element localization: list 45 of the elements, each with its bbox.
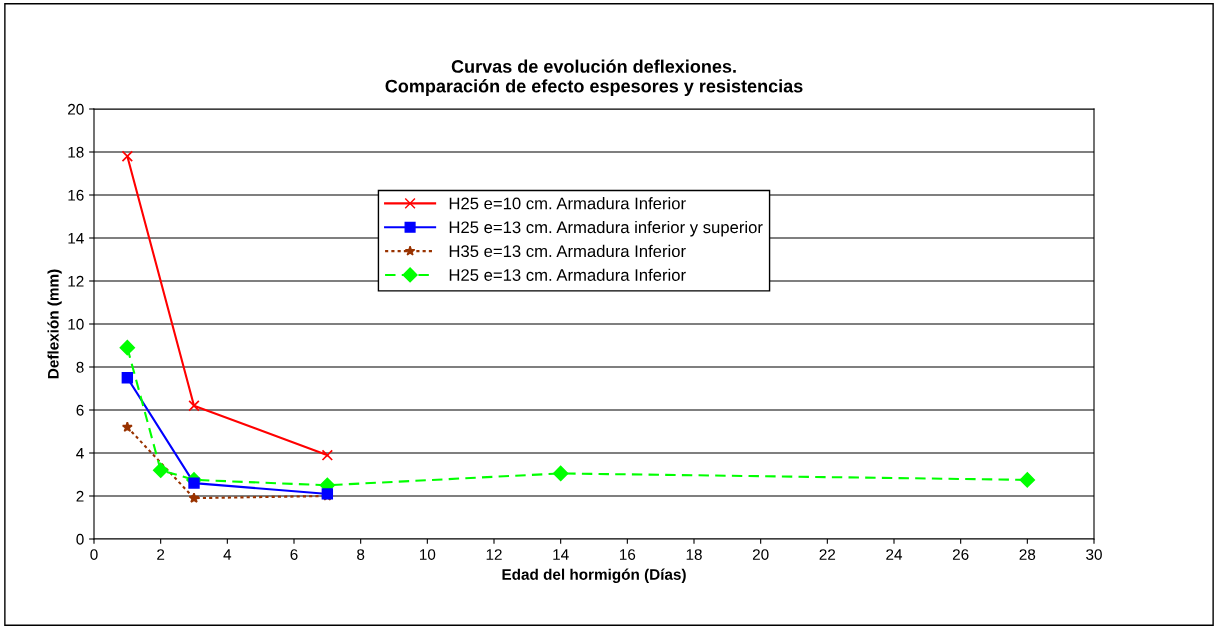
point (188, 400, 200, 412)
y-tick-label: 14 (68, 233, 84, 244)
point (121, 150, 134, 162)
x-tick-label: 12 (486, 549, 502, 560)
y-tick-label: 0 (76, 533, 84, 545)
legend-label: H25 e=10 cm. Armadura Inferior (449, 197, 686, 210)
x-tick-label: 28 (1019, 549, 1036, 560)
legend-label: H35 e=13 cm. Armadura Inferior (449, 244, 686, 258)
point (121, 421, 133, 432)
point (552, 465, 569, 482)
point (152, 462, 169, 478)
legend-label: H25 e=13 cm. Armadura inferior y superior (449, 220, 763, 237)
x-tick-label: 8 (357, 549, 365, 560)
x-tick-label: 4 (223, 549, 232, 560)
y-tick-label: 16 (68, 189, 84, 201)
point (121, 372, 134, 384)
legend-label: H25 e=13 cm. Armadura Inferior (449, 268, 686, 281)
y-tick-label: 20 (68, 103, 84, 115)
x-tick-label: 0 (90, 549, 98, 560)
x-tick-label: 20 (752, 549, 769, 560)
x-tick-label: 18 (686, 549, 702, 560)
x-axis-title: Edad del hormigón (Días) (502, 568, 686, 583)
x-tick-label: 16 (620, 549, 636, 560)
x-tick-label: 6 (290, 549, 298, 560)
y-tick-label: 6 (76, 404, 84, 416)
x-tick-label: 14 (553, 549, 569, 560)
x-tick-label: 10 (420, 549, 436, 560)
point (119, 339, 136, 356)
y-tick-label: 2 (76, 490, 84, 502)
y-tick-label: 10 (68, 318, 84, 330)
point (188, 477, 200, 489)
chart-title: Curvas de evolución deflexiones. Comparación de efecto espesores y resistencias (385, 59, 803, 97)
y-tick-label: 4 (76, 448, 84, 459)
point (321, 449, 334, 461)
y-tick-label: 8 (76, 361, 84, 373)
x-tick-label: 26 (952, 549, 969, 560)
point (188, 492, 200, 503)
y-tick-label: 18 (68, 146, 84, 158)
y-axis-title: Deflexión (mm) (47, 269, 62, 379)
x-tick-label: 24 (886, 549, 903, 560)
x-tick-label: 22 (819, 549, 836, 560)
x-tick-label: 2 (157, 549, 165, 560)
y-tick-label: 12 (68, 275, 84, 287)
x-tick-label: 30 (1086, 549, 1102, 560)
point (1019, 472, 1036, 488)
